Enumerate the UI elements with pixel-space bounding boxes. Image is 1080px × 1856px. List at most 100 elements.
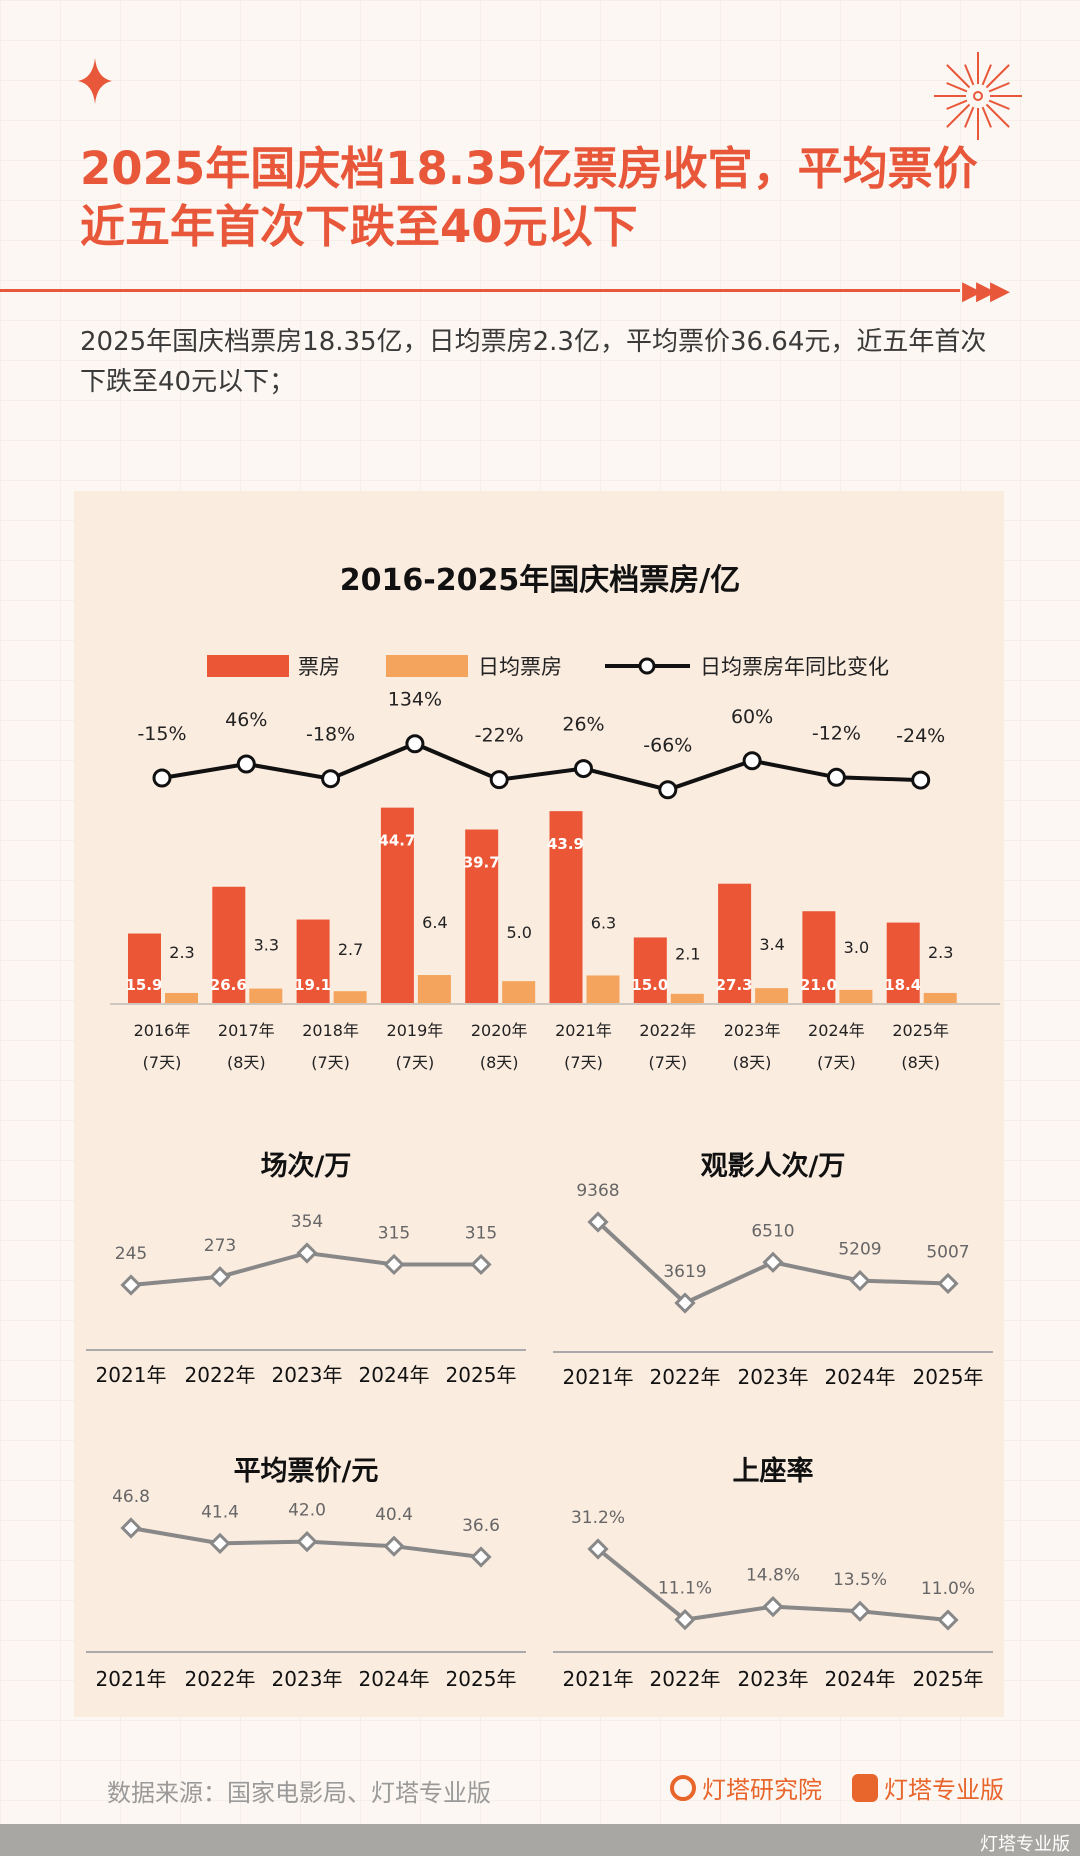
logo2-text: 灯塔专业版 [884,1776,1004,1804]
x-tick-sublabel: (8天) [227,1053,266,1072]
yoy-label: -15% [137,723,186,745]
summary-text: 2025年国庆档票房18.35亿，日均票房2.3亿，平均票价36.64元，近五年… [80,327,987,397]
data-label: 46.8 [112,1487,150,1507]
x-tick-label: 2024年 [825,1365,896,1389]
data-source: 数据来源：国家电影局、灯塔专业版 [107,1779,491,1807]
small-chart-title: 平均票价/元 [234,1456,379,1487]
bar-daily [670,993,704,1003]
bar-box-office [886,922,920,1003]
yoy-marker [574,759,593,779]
x-tick-label: 2022年 [185,1667,256,1691]
bar-daily [417,975,451,1003]
bar-box-office [633,937,667,1003]
x-tick-label: 2018年 [302,1021,359,1040]
yoy-label: -24% [896,725,945,747]
data-label: 273 [204,1236,236,1256]
x-tick-sublabel: (7天) [648,1053,687,1072]
yoy-marker [489,770,509,790]
x-tick-label: 2025年 [446,1363,517,1387]
yoy-label: 26% [562,714,604,736]
firework-ray [988,82,1010,93]
x-tick-sublabel: (7天) [396,1053,435,1072]
yoy-marker [911,770,931,790]
yoy-marker [152,768,172,788]
data-label: 315 [465,1223,497,1243]
x-tick-label: 2017年 [218,1021,275,1040]
data-label: 11.0% [921,1579,975,1599]
bar-label-daily: 2.7 [338,940,363,959]
data-label: 41.4 [201,1502,239,1522]
bar-label-daily: 2.3 [169,943,194,962]
small-chart-title: 上座率 [733,1455,814,1487]
bar-label-daily: 6.4 [422,913,447,932]
bar-daily [249,988,283,1003]
point-marker [674,1292,696,1314]
chart-title: 2016-2025年国庆档票房/亿 [340,563,740,598]
point-marker [937,1609,959,1631]
data-label: 5209 [838,1240,881,1260]
data-label: 245 [115,1244,147,1264]
point-marker [296,1531,318,1553]
data-label: 14.8% [746,1566,800,1586]
data-label: 36.6 [462,1516,500,1536]
x-tick-label: 2019年 [387,1021,444,1040]
x-tick-label: 2020年 [471,1021,528,1040]
data-label: 40.4 [375,1505,413,1525]
point-marker [383,1535,405,1557]
data-label: 9368 [576,1181,619,1201]
legend-label: 日均票房年同比变化 [700,655,889,679]
x-tick-sublabel: (7天) [143,1053,182,1072]
bar-label-box-office: 18.4 [884,976,921,994]
yoy-label: -18% [306,724,355,746]
x-tick-label: 2025年 [446,1667,517,1691]
logo-dengta-research: 灯塔研究院 [670,1770,822,1805]
point-marker [587,1538,609,1560]
x-tick-label: 2022年 [650,1365,721,1389]
bar-daily [502,981,536,1003]
firework-ray [985,64,1010,89]
yoy-marker [321,769,341,789]
legend-label: 日均票房 [478,655,562,679]
x-tick-label: 2023年 [738,1365,809,1389]
x-tick-label: 2023年 [738,1667,809,1691]
point-marker [587,1211,609,1233]
point-marker [674,1609,696,1631]
yoy-label: -22% [475,725,524,747]
legend-swatch-box-office [207,655,289,677]
data-label: 3619 [663,1262,706,1282]
bar-daily [165,992,198,1003]
legend-label: 票房 [298,655,340,679]
x-tick-sublabel: (7天) [564,1053,603,1072]
bar-label-box-office: 44.7 [378,832,415,850]
x-tick-label: 2025年 [913,1667,984,1691]
yoy-marker [742,751,762,771]
data-label: 31.2% [571,1508,625,1528]
x-tick-label: 2023年 [272,1667,343,1691]
bar-label-box-office: 43.9 [547,835,584,853]
point-marker [383,1253,405,1276]
bar-label-daily: 6.3 [591,914,616,933]
yoy-marker [236,754,256,774]
bar-box-office [380,807,414,1003]
x-tick-label: 2025年 [913,1365,984,1389]
bar-label-box-office: 27.3 [716,976,753,994]
yoy-marker [405,734,425,754]
yoy-marker [658,780,678,800]
x-tick-label: 2024年 [808,1021,865,1040]
bar-daily [923,992,957,1003]
firework-ray [964,106,975,128]
bar-label-box-office: 15.9 [125,976,162,994]
x-tick-label: 2023年 [724,1021,781,1040]
chart-panel: 2016-2025年国庆档票房/亿票房 日均票房 日均票房年同比变化 15.9 2.3 2… [74,491,1004,1717]
bar-daily [333,991,367,1003]
x-tick-label: 2021年 [555,1021,612,1040]
firework-ray [985,103,1010,128]
point-marker [849,1600,871,1622]
bar-label-daily: 3.0 [844,938,869,957]
bar-box-office [465,829,499,1003]
lighthouse-logo-icon [852,1773,878,1802]
bar-label-box-office: 39.7 [463,854,500,872]
bar-daily [839,989,873,1003]
bar-label-daily: 3.4 [759,935,784,954]
sparkle-star-icon [78,58,112,104]
